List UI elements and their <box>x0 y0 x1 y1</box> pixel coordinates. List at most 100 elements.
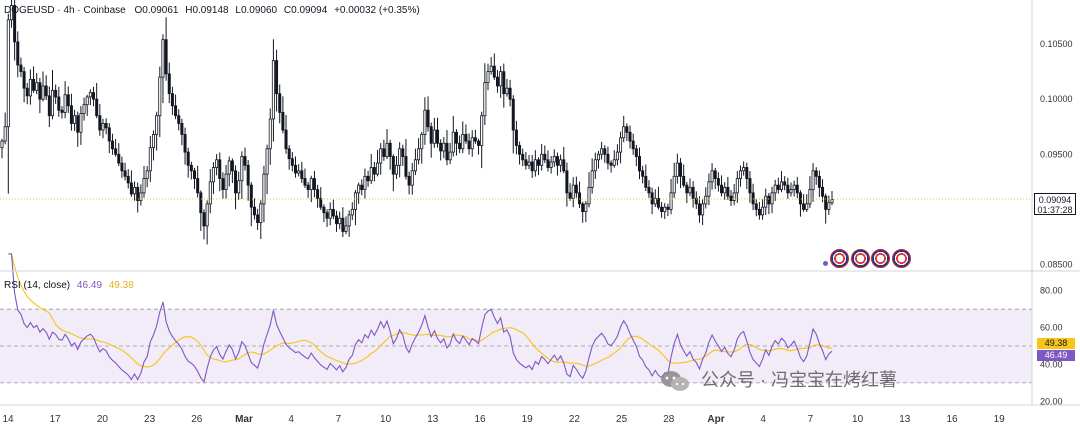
candle <box>230 158 234 184</box>
rsi-pane[interactable] <box>0 253 1032 384</box>
candle-body-up <box>142 178 146 194</box>
candle <box>32 66 36 93</box>
candle <box>350 202 354 220</box>
candle <box>259 200 263 240</box>
economic-events[interactable] <box>823 249 911 269</box>
candle-body-down <box>391 156 395 175</box>
candle-body-down <box>637 156 641 172</box>
candle-body-up <box>413 159 417 172</box>
candle <box>549 155 553 174</box>
rsi-label[interactable]: RSI (14, close) <box>4 280 71 291</box>
rsi-tick-label: 40.00 <box>1040 359 1063 369</box>
candle <box>666 203 670 217</box>
candle <box>180 118 184 146</box>
candle-body-up <box>672 175 676 194</box>
candle <box>237 171 241 200</box>
candle <box>0 138 4 159</box>
candle-body-up <box>811 170 815 190</box>
candle <box>76 111 80 147</box>
candle-body-up <box>483 82 487 117</box>
candle-body-down <box>685 184 689 194</box>
candle-body-up <box>732 192 736 201</box>
candle <box>745 162 749 190</box>
candle <box>795 177 799 199</box>
us-flag-icon[interactable] <box>850 249 870 268</box>
candle-body-down <box>331 208 335 217</box>
candle <box>770 186 774 214</box>
candle <box>701 198 705 225</box>
symbol[interactable]: DOGEUSD <box>4 5 55 16</box>
low-value: 0.09060 <box>240 5 278 16</box>
time-tick-label: 7 <box>808 414 814 425</box>
candle-body-down <box>776 184 780 190</box>
candle <box>85 94 89 116</box>
candle <box>335 210 339 232</box>
candle <box>309 175 313 203</box>
candle <box>25 82 29 105</box>
us-flag-icon[interactable] <box>871 249 891 268</box>
candle <box>161 34 165 104</box>
candle <box>742 161 746 176</box>
wechat-icon <box>661 371 689 392</box>
event-marker-icon[interactable] <box>823 261 828 267</box>
candle-body-down <box>129 182 133 195</box>
candle <box>151 130 155 161</box>
us-flag-icon[interactable] <box>830 249 850 268</box>
candle-body-up <box>224 173 228 190</box>
candle-body-down <box>360 184 364 190</box>
candle <box>802 194 806 212</box>
candle <box>732 184 736 206</box>
candle-body-up <box>101 123 105 131</box>
candle-body-down <box>284 129 288 150</box>
change-value: +0.00032 (+0.35%) <box>334 5 420 16</box>
close-label: C <box>283 5 292 16</box>
candle <box>445 129 449 166</box>
time-tick-label: 16 <box>474 414 486 425</box>
candle-body-down <box>243 156 247 166</box>
candle-body-down <box>514 129 518 146</box>
candle <box>174 94 178 120</box>
candle-body-up <box>237 180 241 194</box>
candle-body-down <box>720 184 724 194</box>
candle-body-up <box>148 147 152 172</box>
candle <box>262 165 266 223</box>
time-tick-label: Mar <box>235 414 253 425</box>
candle <box>145 166 149 188</box>
candle <box>464 124 468 144</box>
candle <box>284 115 288 154</box>
candle <box>436 117 440 148</box>
candle-body-down <box>767 195 771 205</box>
candle <box>38 77 42 114</box>
candle-body-up <box>827 202 831 210</box>
candle <box>117 143 121 167</box>
candle-body-up <box>704 195 708 205</box>
time-tick-label: 4 <box>760 414 766 425</box>
candle <box>783 176 787 191</box>
candle <box>133 181 137 201</box>
candle-body-up <box>571 184 575 199</box>
us-flag-icon[interactable] <box>891 249 911 268</box>
candle <box>297 164 301 177</box>
price-pane[interactable] <box>0 0 1032 245</box>
candle <box>391 154 395 192</box>
time-tick-label: 4 <box>288 414 294 425</box>
candle-body-up <box>499 71 503 87</box>
candle-body-up <box>227 160 231 175</box>
rsi-value-badge: 46.49 <box>1037 350 1075 361</box>
candle-body-down <box>47 95 51 117</box>
candle <box>92 86 96 107</box>
candle-body-up <box>622 126 626 139</box>
candle <box>647 180 651 198</box>
candle-body-up <box>353 192 357 210</box>
candle-body-up <box>376 162 380 175</box>
timeframe[interactable]: 4h <box>63 5 75 16</box>
candle <box>300 161 304 183</box>
candle <box>723 182 727 200</box>
low-label: L <box>235 5 241 16</box>
candle <box>663 203 667 219</box>
candle <box>477 138 481 155</box>
candle <box>211 162 215 194</box>
candle <box>249 182 253 227</box>
candle-body-down <box>473 137 477 142</box>
